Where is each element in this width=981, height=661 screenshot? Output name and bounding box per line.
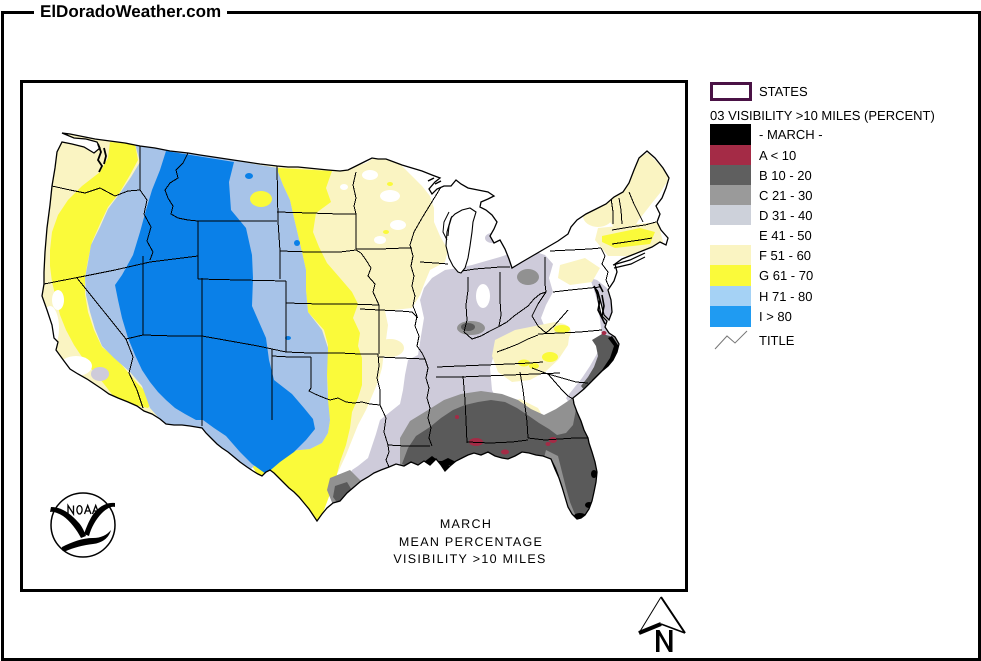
svg-text:MEAN PERCENTAGE: MEAN PERCENTAGE — [399, 535, 543, 549]
svg-text:MARCH: MARCH — [440, 517, 492, 531]
svg-text:VISIBILITY >10 MILES: VISIBILITY >10 MILES — [393, 552, 546, 566]
